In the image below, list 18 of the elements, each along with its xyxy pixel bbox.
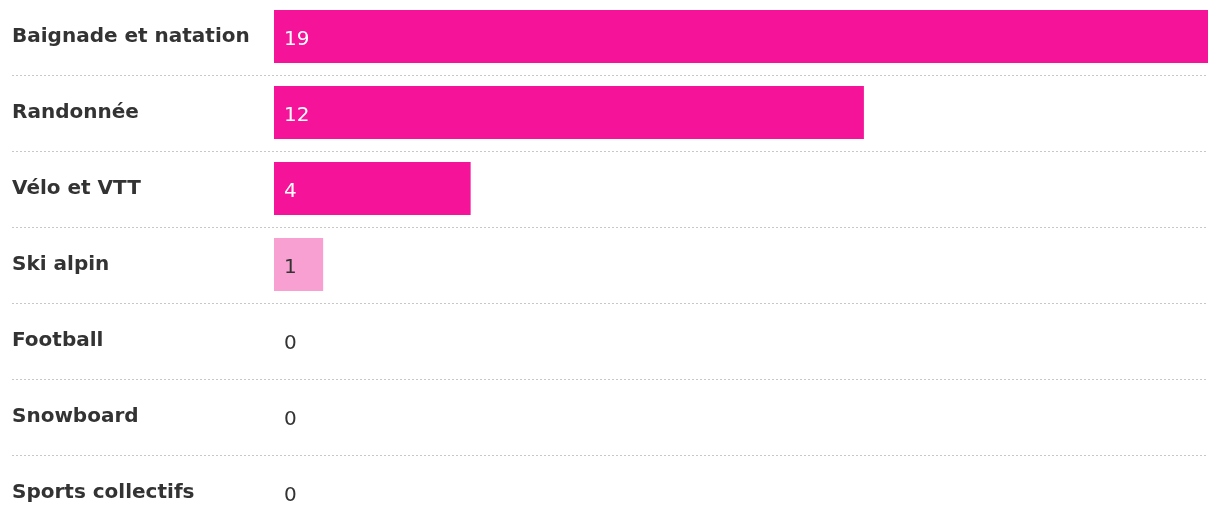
y-tick-label: Baignade et natation (12, 22, 250, 47)
y-tick-label: Sports collectifs (12, 478, 195, 503)
bar (274, 86, 864, 139)
y-tick-label: Ski alpin (12, 250, 110, 275)
bar (274, 238, 324, 291)
y-tick-label: Snowboard (12, 402, 139, 427)
data-label: 12 (284, 101, 310, 126)
y-tick-label: Football (12, 326, 104, 351)
data-label: 19 (284, 25, 310, 50)
y-tick-label: Vélo et VTT (12, 174, 142, 199)
bar (274, 162, 471, 215)
data-label: 1 (284, 253, 297, 278)
data-label: 4 (284, 177, 297, 202)
data-label: 0 (284, 481, 297, 506)
data-label: 0 (284, 329, 297, 354)
data-label: 0 (284, 405, 297, 430)
bar (274, 10, 1208, 63)
y-tick-label: Randonnée (12, 98, 139, 123)
